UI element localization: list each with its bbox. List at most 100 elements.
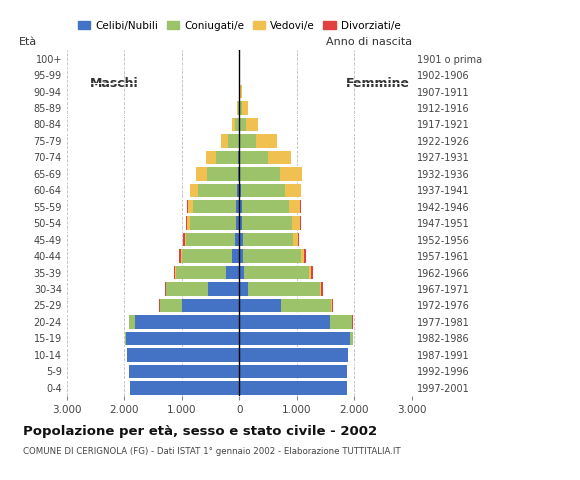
Bar	[330, 315, 352, 329]
Bar	[235, 118, 239, 131]
Bar	[130, 381, 239, 395]
Bar	[207, 167, 238, 180]
Bar	[304, 250, 306, 263]
Bar	[196, 167, 207, 180]
Text: COMUNE DI CERIGNOLA (FG) - Dati ISTAT 1° gennaio 2002 - Elaborazione TUTTITALIA.: COMUNE DI CERIGNOLA (FG) - Dati ISTAT 1°…	[23, 447, 401, 456]
Bar	[235, 233, 239, 246]
Bar	[268, 151, 291, 164]
Bar	[216, 151, 238, 164]
Bar	[243, 250, 302, 263]
Bar	[127, 348, 239, 361]
Bar	[135, 315, 239, 329]
Bar	[125, 332, 126, 345]
Bar	[321, 282, 323, 296]
Bar	[239, 183, 241, 197]
Bar	[186, 233, 235, 246]
Bar	[300, 216, 301, 230]
Bar	[239, 200, 241, 214]
Bar	[184, 233, 186, 246]
Bar	[239, 167, 240, 180]
Bar	[240, 118, 246, 131]
Bar	[281, 299, 331, 312]
Bar	[244, 266, 309, 279]
Bar	[166, 282, 208, 296]
Bar	[226, 266, 239, 279]
Bar	[187, 216, 190, 230]
Bar	[320, 282, 321, 296]
Bar	[129, 315, 135, 329]
Bar	[239, 216, 242, 230]
Bar	[237, 101, 238, 115]
Bar	[222, 134, 228, 148]
Bar	[293, 233, 298, 246]
Bar	[190, 183, 198, 197]
Bar	[176, 266, 226, 279]
Bar	[126, 332, 239, 345]
Bar	[236, 216, 239, 230]
Bar	[238, 151, 239, 164]
Bar	[183, 233, 184, 246]
Bar	[289, 200, 300, 214]
Bar	[239, 151, 240, 164]
Bar	[239, 348, 348, 361]
Bar	[332, 299, 333, 312]
Bar	[187, 200, 188, 214]
Bar	[239, 365, 347, 378]
Bar	[129, 365, 239, 378]
Bar	[241, 183, 285, 197]
Text: Anno di nascita: Anno di nascita	[326, 37, 412, 47]
Bar	[175, 266, 176, 279]
Bar	[182, 250, 232, 263]
Bar	[246, 118, 258, 131]
Bar	[238, 167, 239, 180]
Bar	[248, 282, 320, 296]
Bar	[239, 85, 240, 98]
Bar	[160, 299, 182, 312]
Bar	[232, 250, 239, 263]
Bar	[239, 315, 330, 329]
Bar	[239, 381, 347, 395]
Bar	[174, 266, 175, 279]
Bar	[237, 200, 239, 214]
Bar	[256, 134, 277, 148]
Bar	[240, 167, 280, 180]
Bar	[181, 250, 182, 263]
Bar	[240, 151, 268, 164]
Bar	[206, 151, 216, 164]
Bar	[242, 216, 292, 230]
Text: Popolazione per età, sesso e stato civile - 2002: Popolazione per età, sesso e stato civil…	[23, 425, 378, 438]
Bar	[239, 282, 248, 296]
Bar	[233, 118, 235, 131]
Bar	[238, 101, 239, 115]
Bar	[165, 282, 166, 296]
Text: Femmine: Femmine	[346, 77, 409, 90]
Legend: Celibi/Nubili, Coniugati/e, Vedovi/e, Divorziati/e: Celibi/Nubili, Coniugati/e, Vedovi/e, Di…	[74, 16, 405, 35]
Bar	[240, 134, 256, 148]
Bar	[311, 266, 313, 279]
Bar	[280, 167, 302, 180]
Bar	[228, 134, 239, 148]
Bar	[242, 233, 293, 246]
Bar	[208, 282, 239, 296]
Bar	[239, 250, 243, 263]
Bar	[241, 200, 289, 214]
Bar	[285, 183, 301, 197]
Bar	[298, 233, 299, 246]
Bar	[186, 216, 187, 230]
Bar	[350, 332, 353, 345]
Bar	[182, 299, 239, 312]
Bar	[239, 299, 281, 312]
Bar	[240, 85, 242, 98]
Bar	[239, 266, 244, 279]
Text: Età: Età	[19, 37, 37, 47]
Bar	[239, 233, 242, 246]
Bar	[302, 250, 304, 263]
Bar	[239, 332, 350, 345]
Bar	[309, 266, 311, 279]
Bar	[292, 216, 300, 230]
Text: Maschi: Maschi	[90, 77, 139, 90]
Bar	[242, 101, 248, 115]
Bar	[193, 200, 237, 214]
Bar	[239, 101, 242, 115]
Bar	[179, 250, 181, 263]
